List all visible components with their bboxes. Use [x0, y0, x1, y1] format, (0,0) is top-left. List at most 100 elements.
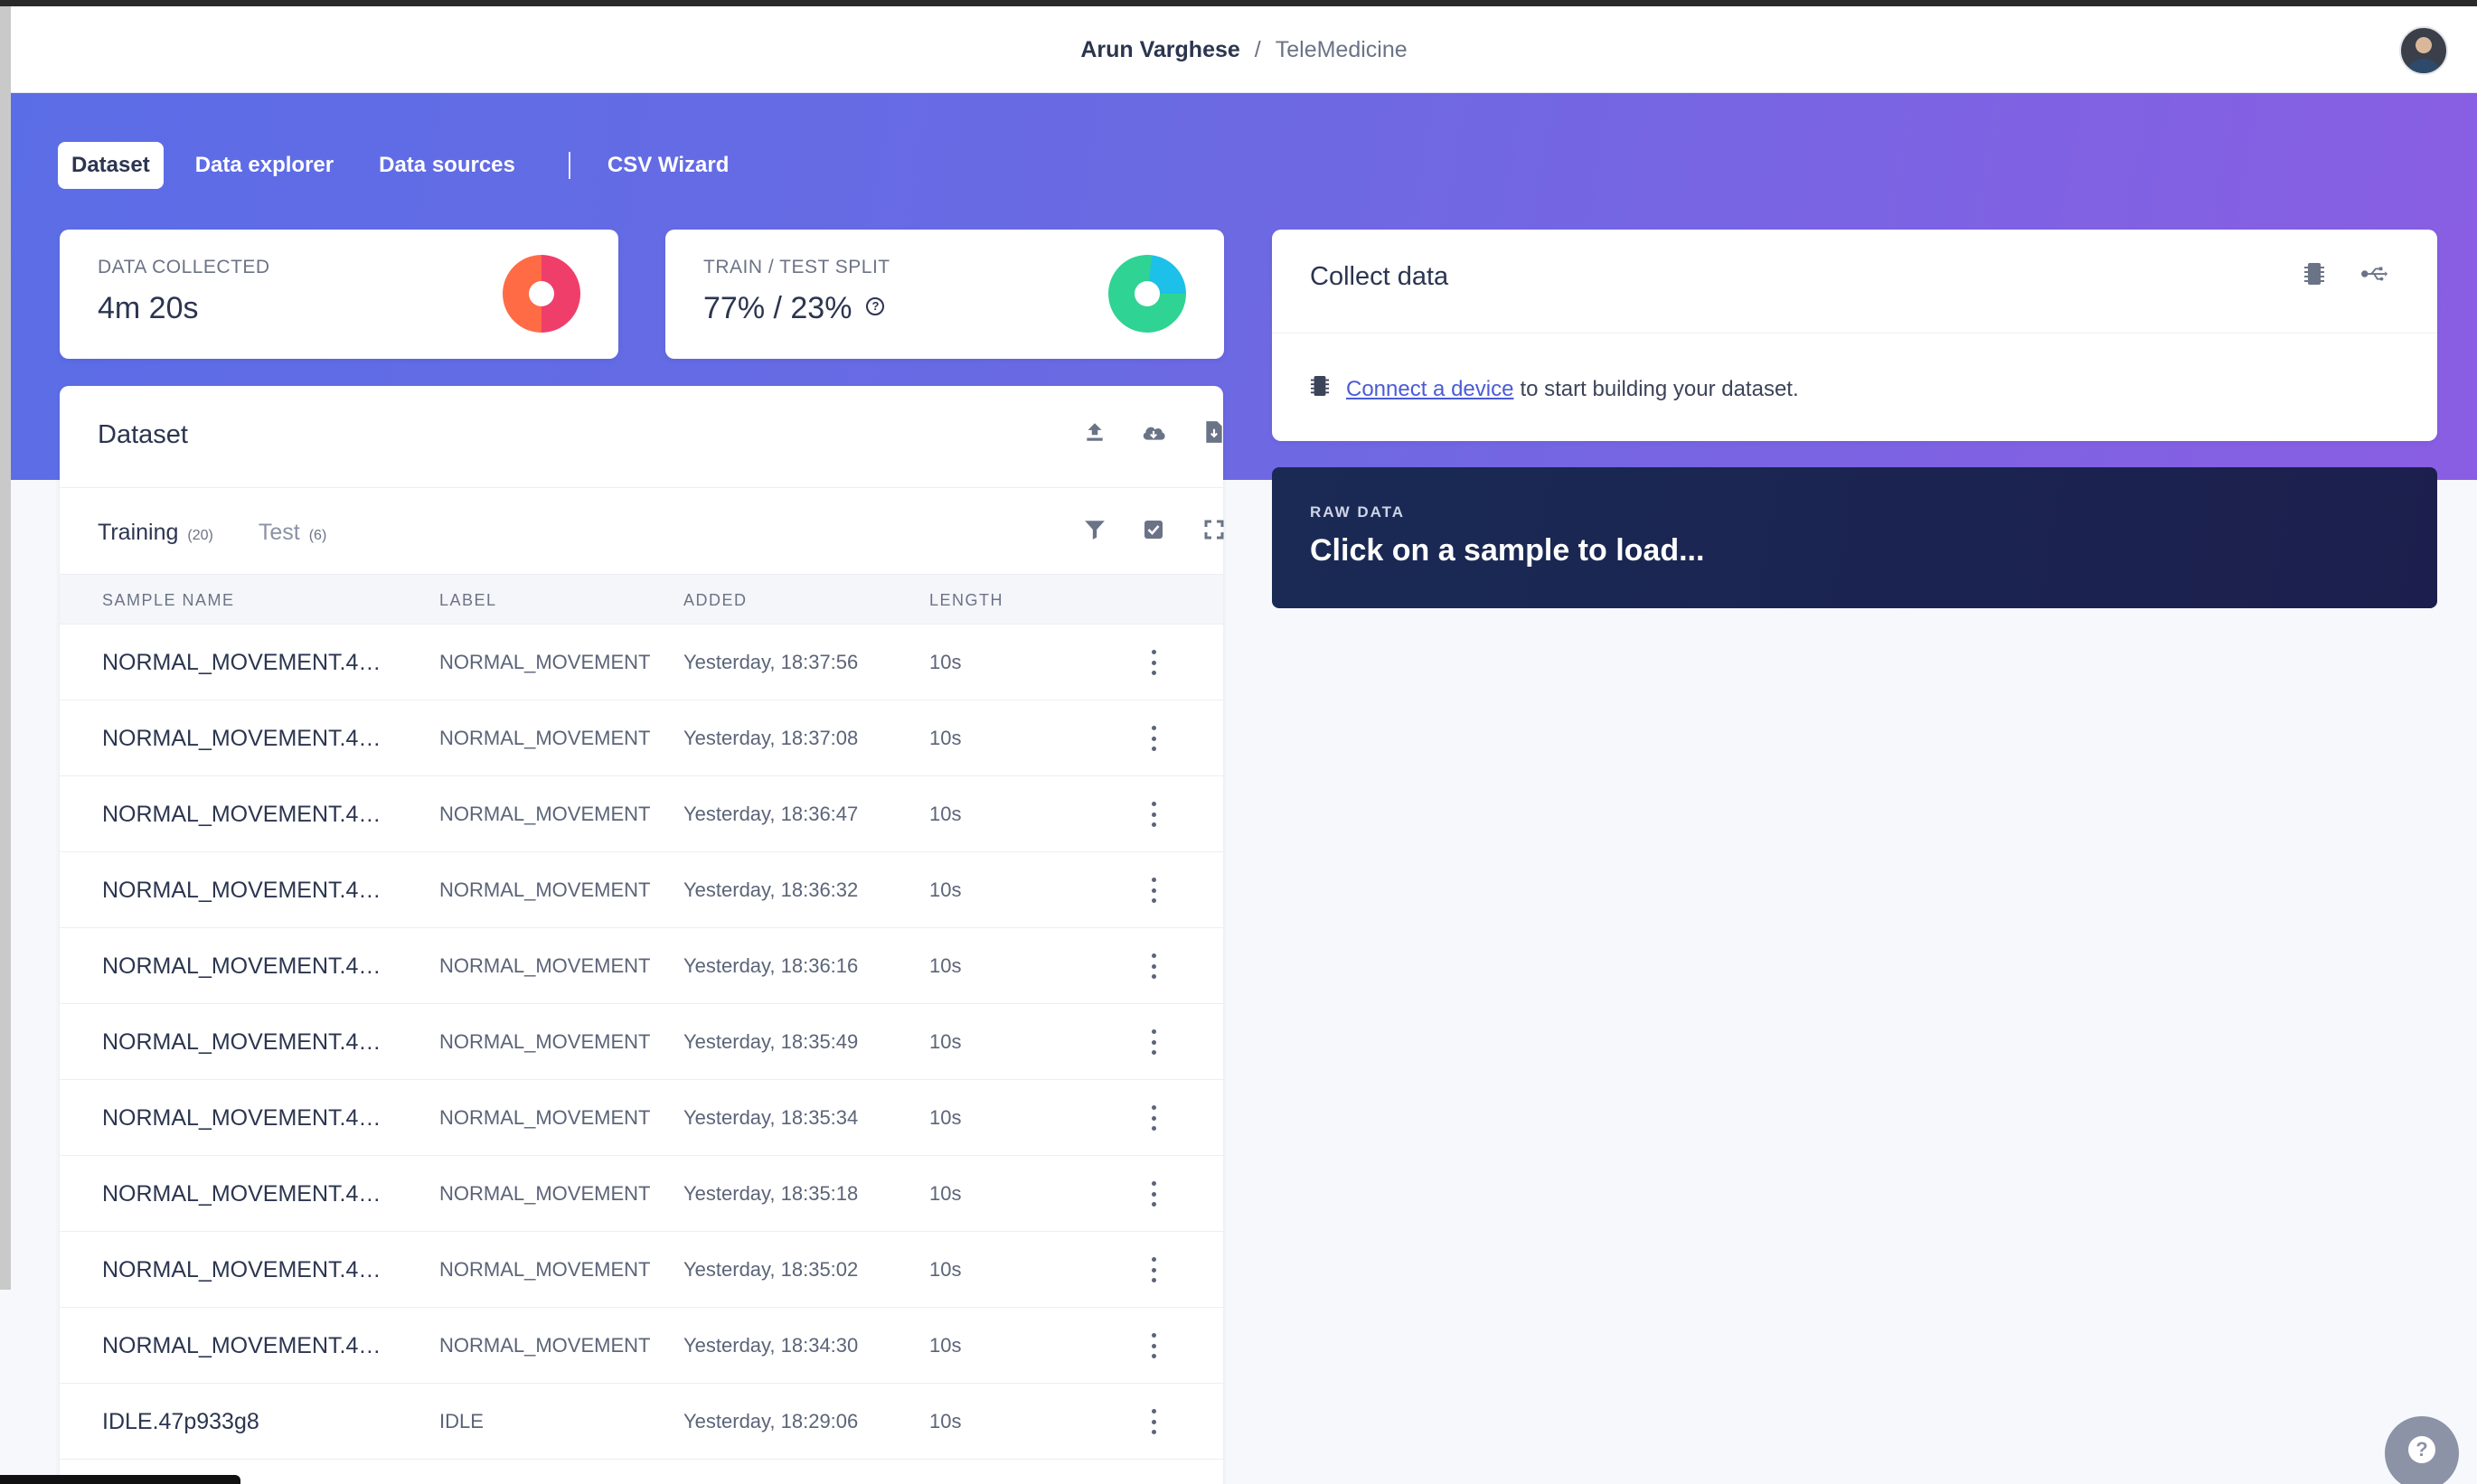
added-cell: Yesterday, 18:36:32	[683, 878, 859, 901]
more-options-icon[interactable]	[1143, 878, 1164, 903]
sample-name-cell: NORMAL_MOVEMENT.47p9...	[102, 1257, 391, 1282]
data-collected-donut-chart	[503, 255, 580, 333]
sample-name-cell: NORMAL_MOVEMENT.47p9...	[102, 802, 391, 827]
column-header-added[interactable]: ADDED	[683, 591, 748, 609]
raw-data-panel: RAW DATA Click on a sample to load...	[1272, 467, 2437, 608]
nav-tab-data-explorer[interactable]: Data explorer	[194, 153, 334, 177]
label-cell: NORMAL_MOVEMENT	[439, 1106, 651, 1129]
added-cell: Yesterday, 18:37:08	[683, 727, 859, 749]
length-cell: 10s	[929, 803, 962, 825]
length-cell: 10s	[929, 954, 962, 977]
sample-name-cell: NORMAL_MOVEMENT.47p9j...	[102, 650, 391, 675]
stat-card-train-test-split: TRAIN / TEST SPLIT 77% / 23%?	[665, 230, 1224, 359]
added-cell: Yesterday, 18:35:02	[683, 1258, 859, 1281]
tab-test-label: Test	[258, 520, 300, 545]
stat-value: 77% / 23%?	[703, 291, 885, 326]
dataset-panel: Dataset Training (20) Test (6) SAMPLE NAME…	[60, 386, 1224, 1484]
dataset-nav: Dataset Data explorer Data sources CSV W…	[58, 142, 760, 189]
more-options-icon[interactable]	[1143, 1181, 1164, 1207]
card-divider	[60, 487, 1223, 488]
table-row[interactable]: IDLE.47p933g8 IDLE Yesterday, 18:29:06 10s	[60, 1384, 1223, 1460]
column-header-label[interactable]: LABEL	[439, 591, 497, 609]
avatar[interactable]	[2399, 26, 2448, 75]
length-cell: 10s	[929, 1258, 962, 1281]
table-row[interactable]: NORMAL_MOVEMENT.47p9... NORMAL_MOVEMENT Ye…	[60, 852, 1223, 928]
length-cell: 10s	[929, 1410, 962, 1432]
stat-value: 4m 20s	[98, 291, 199, 325]
table-row[interactable]: NORMAL_MOVEMENT.47p9... NORMAL_MOVEMENT Ye…	[60, 776, 1223, 852]
column-header-sample-name[interactable]: SAMPLE NAME	[102, 591, 235, 609]
more-options-icon[interactable]	[1143, 1257, 1164, 1282]
added-cell: Yesterday, 18:34:30	[683, 1334, 859, 1357]
collect-data-suffix: to start building your dataset.	[1520, 376, 1799, 401]
stat-label: TRAIN / TEST SPLIT	[703, 257, 890, 277]
length-cell: 10s	[929, 651, 962, 673]
added-cell: Yesterday, 18:35:18	[683, 1182, 859, 1205]
more-options-icon[interactable]	[1143, 726, 1164, 751]
column-header-length[interactable]: LENGTH	[929, 591, 1004, 609]
dataset-title: Dataset	[98, 420, 188, 449]
length-cell: 10s	[929, 1334, 962, 1357]
sample-name-cell: NORMAL_MOVEMENT.47p9f...	[102, 1029, 391, 1055]
checkbox-icon[interactable]	[1140, 516, 1167, 543]
taskbar-fragment	[0, 1475, 240, 1484]
usb-icon[interactable]	[2361, 260, 2388, 287]
more-options-icon[interactable]	[1143, 1333, 1164, 1358]
breadcrumb-project[interactable]: TeleMedicine	[1275, 36, 1408, 62]
label-cell: NORMAL_MOVEMENT	[439, 1030, 651, 1053]
tab-training-count: (20)	[187, 528, 213, 543]
length-cell: 10s	[929, 878, 962, 901]
connect-device-link[interactable]: Connect a device	[1346, 376, 1514, 401]
upload-icon[interactable]	[1081, 418, 1108, 446]
table-row[interactable]: NORMAL_MOVEMENT.47p9... NORMAL_MOVEMENT Ye…	[60, 1308, 1223, 1384]
table-row[interactable]: NORMAL_MOVEMENT.47p9j... NORMAL_MOVEMENT Y…	[60, 625, 1223, 700]
filter-icon[interactable]	[1081, 516, 1108, 543]
label-cell: NORMAL_MOVEMENT	[439, 803, 651, 825]
help-icon[interactable]: ?	[866, 297, 885, 316]
table-row[interactable]: NORMAL_MOVEMENT.47p9... NORMAL_MOVEMENT Ye…	[60, 928, 1223, 1004]
more-options-icon[interactable]	[1143, 1409, 1164, 1434]
label-cell: IDLE	[439, 1410, 484, 1432]
nav-tab-dataset[interactable]: Dataset	[58, 142, 164, 189]
cloud-download-icon[interactable]	[1140, 418, 1167, 446]
table-row[interactable]: NORMAL_MOVEMENT.47p9f... NORMAL_MOVEMENT Y…	[60, 1004, 1223, 1080]
more-options-icon[interactable]	[1143, 953, 1164, 979]
added-cell: Yesterday, 18:29:06	[683, 1410, 859, 1432]
tab-test[interactable]: Test (6)	[259, 520, 326, 546]
sample-name-cell: NORMAL_MOVEMENT.47p9...	[102, 878, 391, 903]
raw-data-label: RAW DATA	[1310, 503, 1406, 521]
raw-data-placeholder: Click on a sample to load...	[1310, 533, 1705, 568]
chip-icon[interactable]	[2301, 260, 2328, 287]
more-options-icon[interactable]	[1143, 1105, 1164, 1131]
tab-training[interactable]: Training (20)	[98, 520, 213, 546]
stat-label: DATA COLLECTED	[98, 257, 270, 277]
help-icon: ?	[2408, 1436, 2435, 1463]
nav-tab-csv-wizard[interactable]: CSV Wizard	[607, 153, 730, 177]
chip-icon	[1310, 374, 1330, 404]
left-scrollbar[interactable]	[0, 6, 11, 1290]
expand-icon[interactable]	[1201, 516, 1228, 543]
length-cell: 10s	[929, 1030, 962, 1053]
label-cell: NORMAL_MOVEMENT	[439, 954, 651, 977]
label-cell: NORMAL_MOVEMENT	[439, 727, 651, 749]
length-cell: 10s	[929, 1106, 962, 1129]
file-download-icon[interactable]	[1201, 418, 1228, 446]
breadcrumb-user[interactable]: Arun Varghese	[1080, 36, 1240, 62]
sample-name-cell: IDLE.47p933g8	[102, 1409, 259, 1434]
more-options-icon[interactable]	[1143, 650, 1164, 675]
label-cell: NORMAL_MOVEMENT	[439, 1258, 651, 1281]
table-header: SAMPLE NAME LABEL ADDED LENGTH	[60, 574, 1223, 625]
table-row[interactable]: NORMAL_MOVEMENT.47p9... NORMAL_MOVEMENT Ye…	[60, 700, 1223, 776]
table-row[interactable]: NORMAL_MOVEMENT.47p9... NORMAL_MOVEMENT Ye…	[60, 1080, 1223, 1156]
table-row[interactable]: NORMAL_MOVEMENT.47p9... NORMAL_MOVEMENT Ye…	[60, 1156, 1223, 1232]
more-options-icon[interactable]	[1143, 802, 1164, 827]
help-button[interactable]: ?	[2385, 1416, 2459, 1484]
length-cell: 10s	[929, 727, 962, 749]
more-options-icon[interactable]	[1143, 1029, 1164, 1055]
nav-tab-data-sources[interactable]: Data sources	[379, 153, 515, 177]
breadcrumb: Arun Varghese / TeleMedicine	[11, 6, 2477, 93]
collect-data-panel: Collect data Connect a device to start b…	[1272, 230, 2437, 441]
sample-name-cell: NORMAL_MOVEMENT.47p9...	[102, 953, 391, 979]
nav-divider	[568, 152, 570, 179]
table-row[interactable]: NORMAL_MOVEMENT.47p9... NORMAL_MOVEMENT Ye…	[60, 1232, 1223, 1308]
